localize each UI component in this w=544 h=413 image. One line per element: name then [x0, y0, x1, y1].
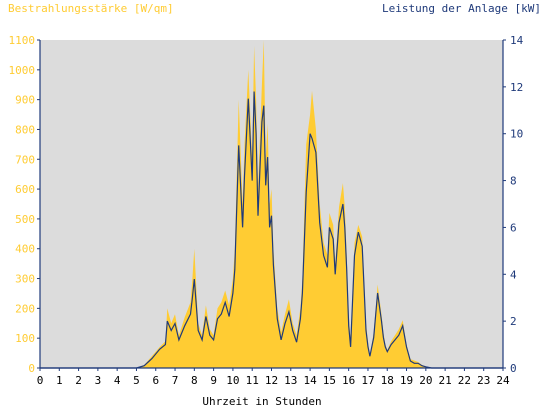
x-axis-title: Uhrzeit in Stunden [202, 395, 321, 408]
right-tick-label: 6 [510, 221, 517, 234]
right-tick-label: 8 [510, 175, 517, 188]
x-tick-label: 15 [323, 374, 336, 387]
right-tick-label: 2 [510, 315, 517, 328]
x-tick-label: 1 [56, 374, 63, 387]
x-tick-label: 19 [400, 374, 413, 387]
irradiance-area [40, 40, 503, 368]
axes [37, 39, 506, 371]
left-tick-label: 0 [28, 362, 35, 375]
x-tick-label: 3 [95, 374, 102, 387]
right-tick-label: 12 [510, 81, 523, 94]
left-tick-label: 1100 [9, 34, 36, 47]
right-tick-label: 0 [510, 362, 517, 375]
power-line [40, 91, 503, 369]
x-tick-label: 17 [361, 374, 374, 387]
power-line-layer [40, 91, 503, 369]
left-tick-label: 800 [15, 123, 35, 136]
x-tick-label: 14 [303, 374, 317, 387]
x-tick-label: 8 [191, 374, 198, 387]
left-tick-label: 600 [15, 183, 35, 196]
x-tick-label: 0 [37, 374, 44, 387]
x-tick-label: 4 [114, 374, 121, 387]
left-tick-label: 400 [15, 243, 35, 256]
left-axis-title: Bestrahlungsstärke [W/qm] [8, 2, 174, 15]
right-tick-label: 10 [510, 128, 523, 141]
right-tick-label: 14 [510, 34, 524, 47]
x-tick-label: 22 [458, 374, 471, 387]
x-tick-label: 13 [284, 374, 297, 387]
irradiance-area-layer [40, 40, 503, 368]
left-tick-label: 1000 [9, 64, 36, 77]
left-tick-label: 300 [15, 273, 35, 286]
x-tick-label: 21 [439, 374, 452, 387]
x-tick-label: 10 [226, 374, 239, 387]
x-tick-label: 16 [342, 374, 355, 387]
left-tick-label: 100 [15, 332, 35, 345]
x-tick-label: 23 [477, 374, 490, 387]
left-tick-label: 500 [15, 213, 35, 226]
x-tick-label: 2 [75, 374, 82, 387]
right-axis-title: Leistung der Anlage [kW] [382, 2, 541, 15]
x-tick-label: 12 [265, 374, 278, 387]
x-tick-label: 11 [246, 374, 259, 387]
x-tick-label: 9 [210, 374, 217, 387]
left-tick-label: 900 [15, 94, 35, 107]
x-tick-label: 20 [419, 374, 432, 387]
tick-labels: 0100200300400500600700800900100011000246… [9, 34, 524, 387]
left-tick-label: 200 [15, 302, 35, 315]
left-tick-label: 700 [15, 153, 35, 166]
right-tick-label: 4 [510, 268, 517, 281]
x-tick-label: 5 [133, 374, 140, 387]
x-tick-label: 7 [172, 374, 179, 387]
x-tick-label: 24 [496, 374, 510, 387]
x-tick-label: 18 [381, 374, 394, 387]
x-tick-label: 6 [152, 374, 159, 387]
